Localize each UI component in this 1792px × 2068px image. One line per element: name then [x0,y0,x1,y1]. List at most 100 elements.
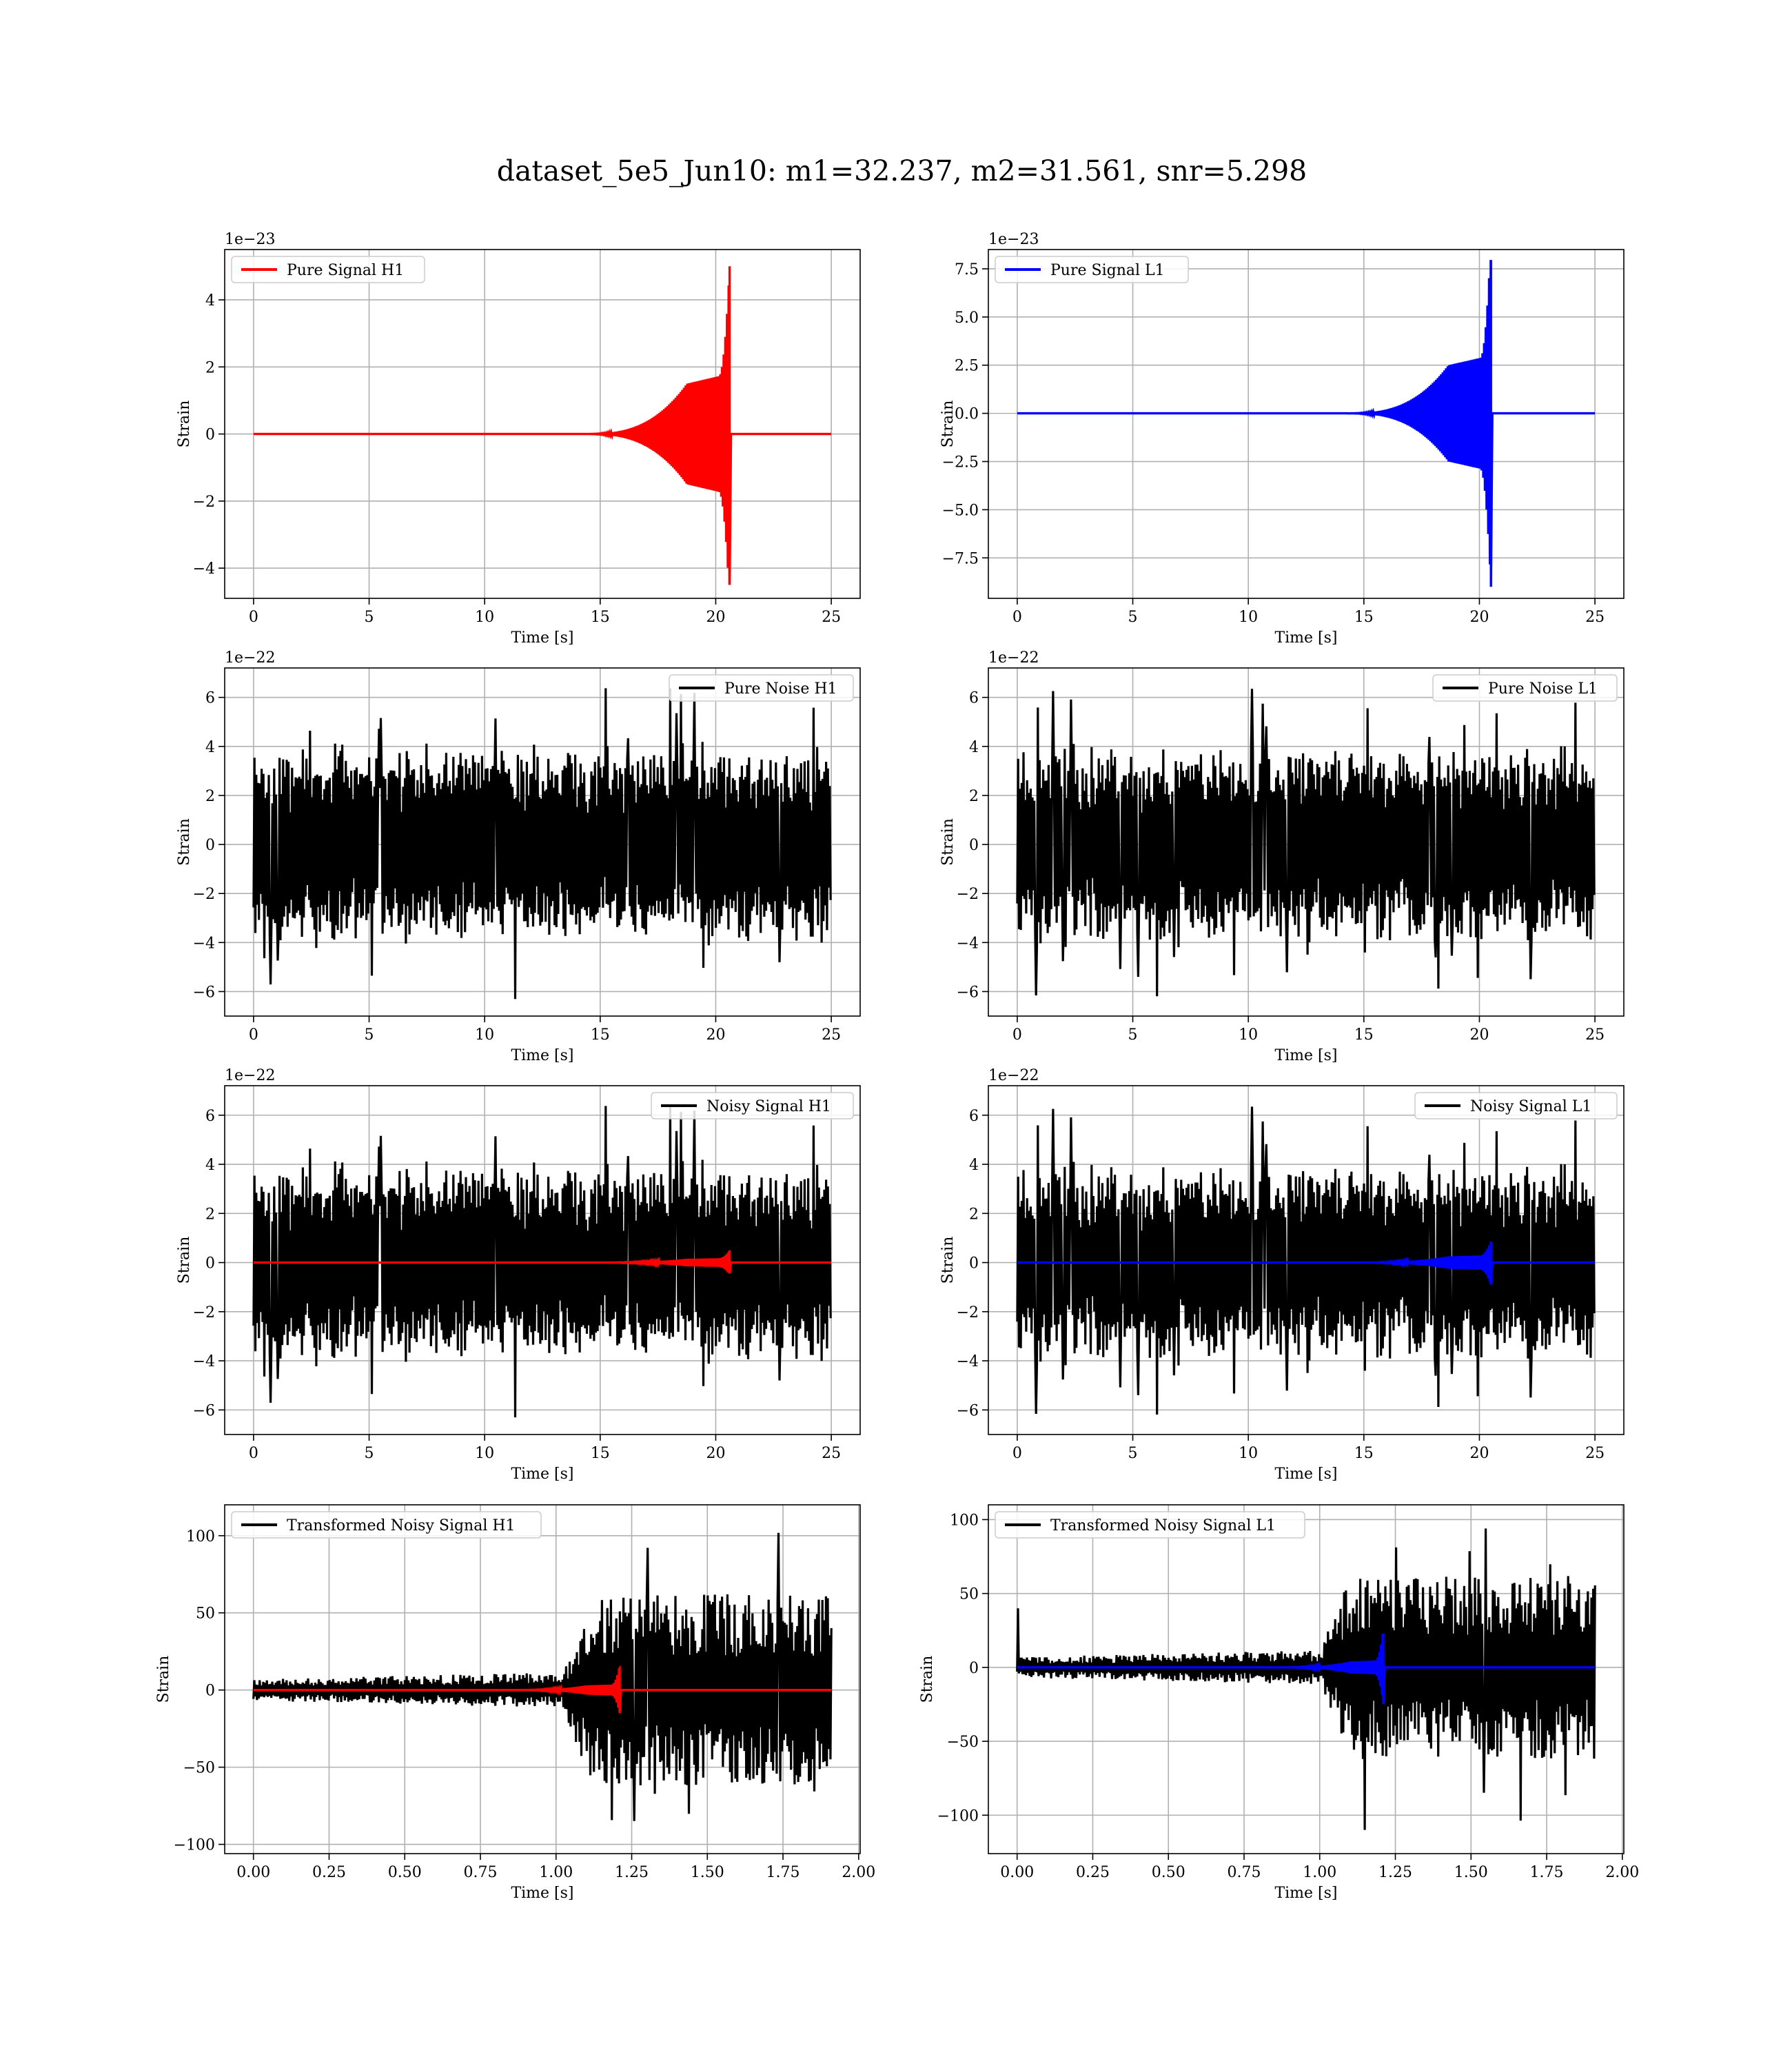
legend-box [1414,1092,1618,1119]
plot-area [252,1532,833,1821]
y-tick-label: 4 [205,739,215,756]
x-tick-label: 1.25 [615,1864,649,1881]
legend: Transformed Noisy Signal H1 [231,1511,542,1539]
y-tick-label: 2.5 [955,358,979,375]
noise-series-line [1016,689,1596,997]
x-tick-label: 25 [1585,1445,1605,1462]
plot-area [1016,1106,1596,1415]
x-tick-label: 1.25 [1378,1864,1412,1881]
signal-series-line [1017,1634,1596,1705]
x-tick-label: 1.75 [766,1864,800,1881]
y-tick-label: −4 [193,560,215,578]
y-tick-label: −4 [193,935,215,952]
legend-box [1432,674,1618,702]
x-axis-label: Time [s] [1274,1885,1337,1902]
y-tick-label: 6 [205,690,215,707]
x-tick-label: 25 [822,1445,841,1462]
plot-area [252,688,832,1000]
chart-pure-signal-h1: 0 5 10 15 20 25 −4 −2 0 2 4 Time [s] Strain 1e−23 Pure… [176,231,861,647]
y-tick-label: −4 [193,1353,215,1370]
legend-label: Pure Signal H1 [287,262,404,279]
y-tick-label: 100 [950,1512,979,1529]
y-tick-label: 100 [186,1528,215,1545]
y-tick-label: −2 [193,1304,215,1321]
x-tick-label: 5 [365,609,374,626]
x-tick-label: 10 [1239,1445,1258,1462]
x-axis-label: Time [s] [511,1885,573,1902]
y-tick-label: 5.0 [955,310,979,327]
signal-series-line [253,1250,832,1274]
x-tick-label: 0.25 [1076,1864,1110,1881]
y-tick-label: 0 [969,1255,979,1273]
x-tick-label: 1.00 [1303,1864,1336,1881]
x-tick-label: 0.50 [388,1864,422,1881]
chart-noisy-signal-h1: 0 5 10 15 20 25 −6 −4 −2 0 2 4 6 Time [s] Strain 1e−22 N… [176,1067,861,1483]
y-tick-label: −50 [183,1760,215,1777]
y-tick-label: −6 [193,1402,215,1419]
legend: Pure Signal L1 [995,256,1189,283]
y-tick-label: 0.0 [955,406,979,423]
x-tick-label: 15 [1354,1026,1374,1044]
x-tick-label: 0 [1012,1445,1022,1462]
y-tick-label: 4 [969,739,979,756]
axes-frame [988,667,1625,1017]
chart-noisy-signal-l1: 0 5 10 15 20 25 −6 −4 −2 0 2 4 6 Time [s] Strain 1e−22 N… [939,1067,1625,1483]
axes-frame [224,1504,861,1854]
y-tick-label: 6 [205,1108,215,1125]
x-tick-label: 0.00 [236,1864,270,1881]
x-axis-label: Time [s] [1274,1047,1337,1064]
legend: Noisy Signal L1 [1414,1092,1618,1119]
signal-series-line [1017,1241,1596,1285]
y-tick-label: 7.5 [955,261,979,278]
legend-label: Noisy Signal L1 [1470,1098,1591,1115]
y-tick-label: −2 [193,886,215,903]
x-tick-label: 0.75 [464,1864,498,1881]
y-axis-label: Strain [919,1656,936,1703]
x-tick-label: 0 [249,609,258,626]
signal-series-line [253,1665,832,1714]
y-axis-label: Strain [939,1237,957,1284]
x-tick-label: 0 [1012,1026,1022,1044]
x-tick-label: 0.50 [1152,1864,1185,1881]
chart-transformed-noisy-signal-l1: 0.00 0.25 0.50 0.75 1.00 1.25 1.50 1.75 2.00 −100… [919,1504,1639,1902]
noise-series-line [252,688,832,1000]
legend-label: Pure Noise H1 [724,680,837,698]
y-tick-label: −6 [193,984,215,1001]
chart-pure-signal-l1: 0 5 10 15 20 25 −7.5 −5.0 −2.5 0.0 2.5 5.0 7.5 Time [… [939,231,1625,647]
x-tick-label: 10 [1239,1026,1258,1044]
axes-frame [988,1085,1625,1435]
x-axis-label: Time [s] [511,629,573,647]
x-axis-label: Time [s] [511,1466,573,1483]
y-axis-label: Strain [939,818,957,866]
y-axis-label: Strain [155,1656,172,1703]
legend-label: Pure Signal L1 [1050,262,1165,279]
signal-series-line [253,266,832,585]
x-tick-label: 10 [475,1445,494,1462]
legend: Noisy Signal H1 [651,1092,854,1119]
y-axis-label: Strain [939,401,957,448]
axis-offset-text: 1e−22 [225,649,275,667]
axis-offset-text: 1e−22 [225,1067,275,1084]
x-tick-label: 0.75 [1228,1864,1261,1881]
y-tick-label: 0 [205,427,215,444]
x-tick-label: 15 [591,609,610,626]
x-tick-label: 0.25 [312,1864,346,1881]
x-tick-label: 1.75 [1530,1864,1564,1881]
x-tick-label: 20 [1469,609,1489,626]
x-tick-label: 1.00 [539,1864,573,1881]
legend-box [651,1092,854,1119]
y-tick-label: 50 [196,1605,215,1623]
y-tick-label: −2.5 [942,454,979,472]
legend-label: Transformed Noisy Signal L1 [1050,1517,1276,1534]
axis-offset-text: 1e−22 [988,1067,1039,1084]
legend-label: Pure Noise L1 [1488,680,1598,698]
y-tick-label: 2 [205,359,215,376]
y-tick-label: −2 [957,1304,979,1321]
x-tick-label: 5 [1128,609,1138,626]
plot-area [1016,689,1596,997]
axis-offset-text: 1e−23 [225,231,275,248]
noise-series-line [252,1106,832,1418]
chart-pure-noise-h1: 0 5 10 15 20 25 −6 −4 −2 0 2 4 6 Time [s] Strain 1e−22 P… [176,649,861,1064]
legend-box [669,674,854,702]
x-tick-label: 15 [591,1445,610,1462]
